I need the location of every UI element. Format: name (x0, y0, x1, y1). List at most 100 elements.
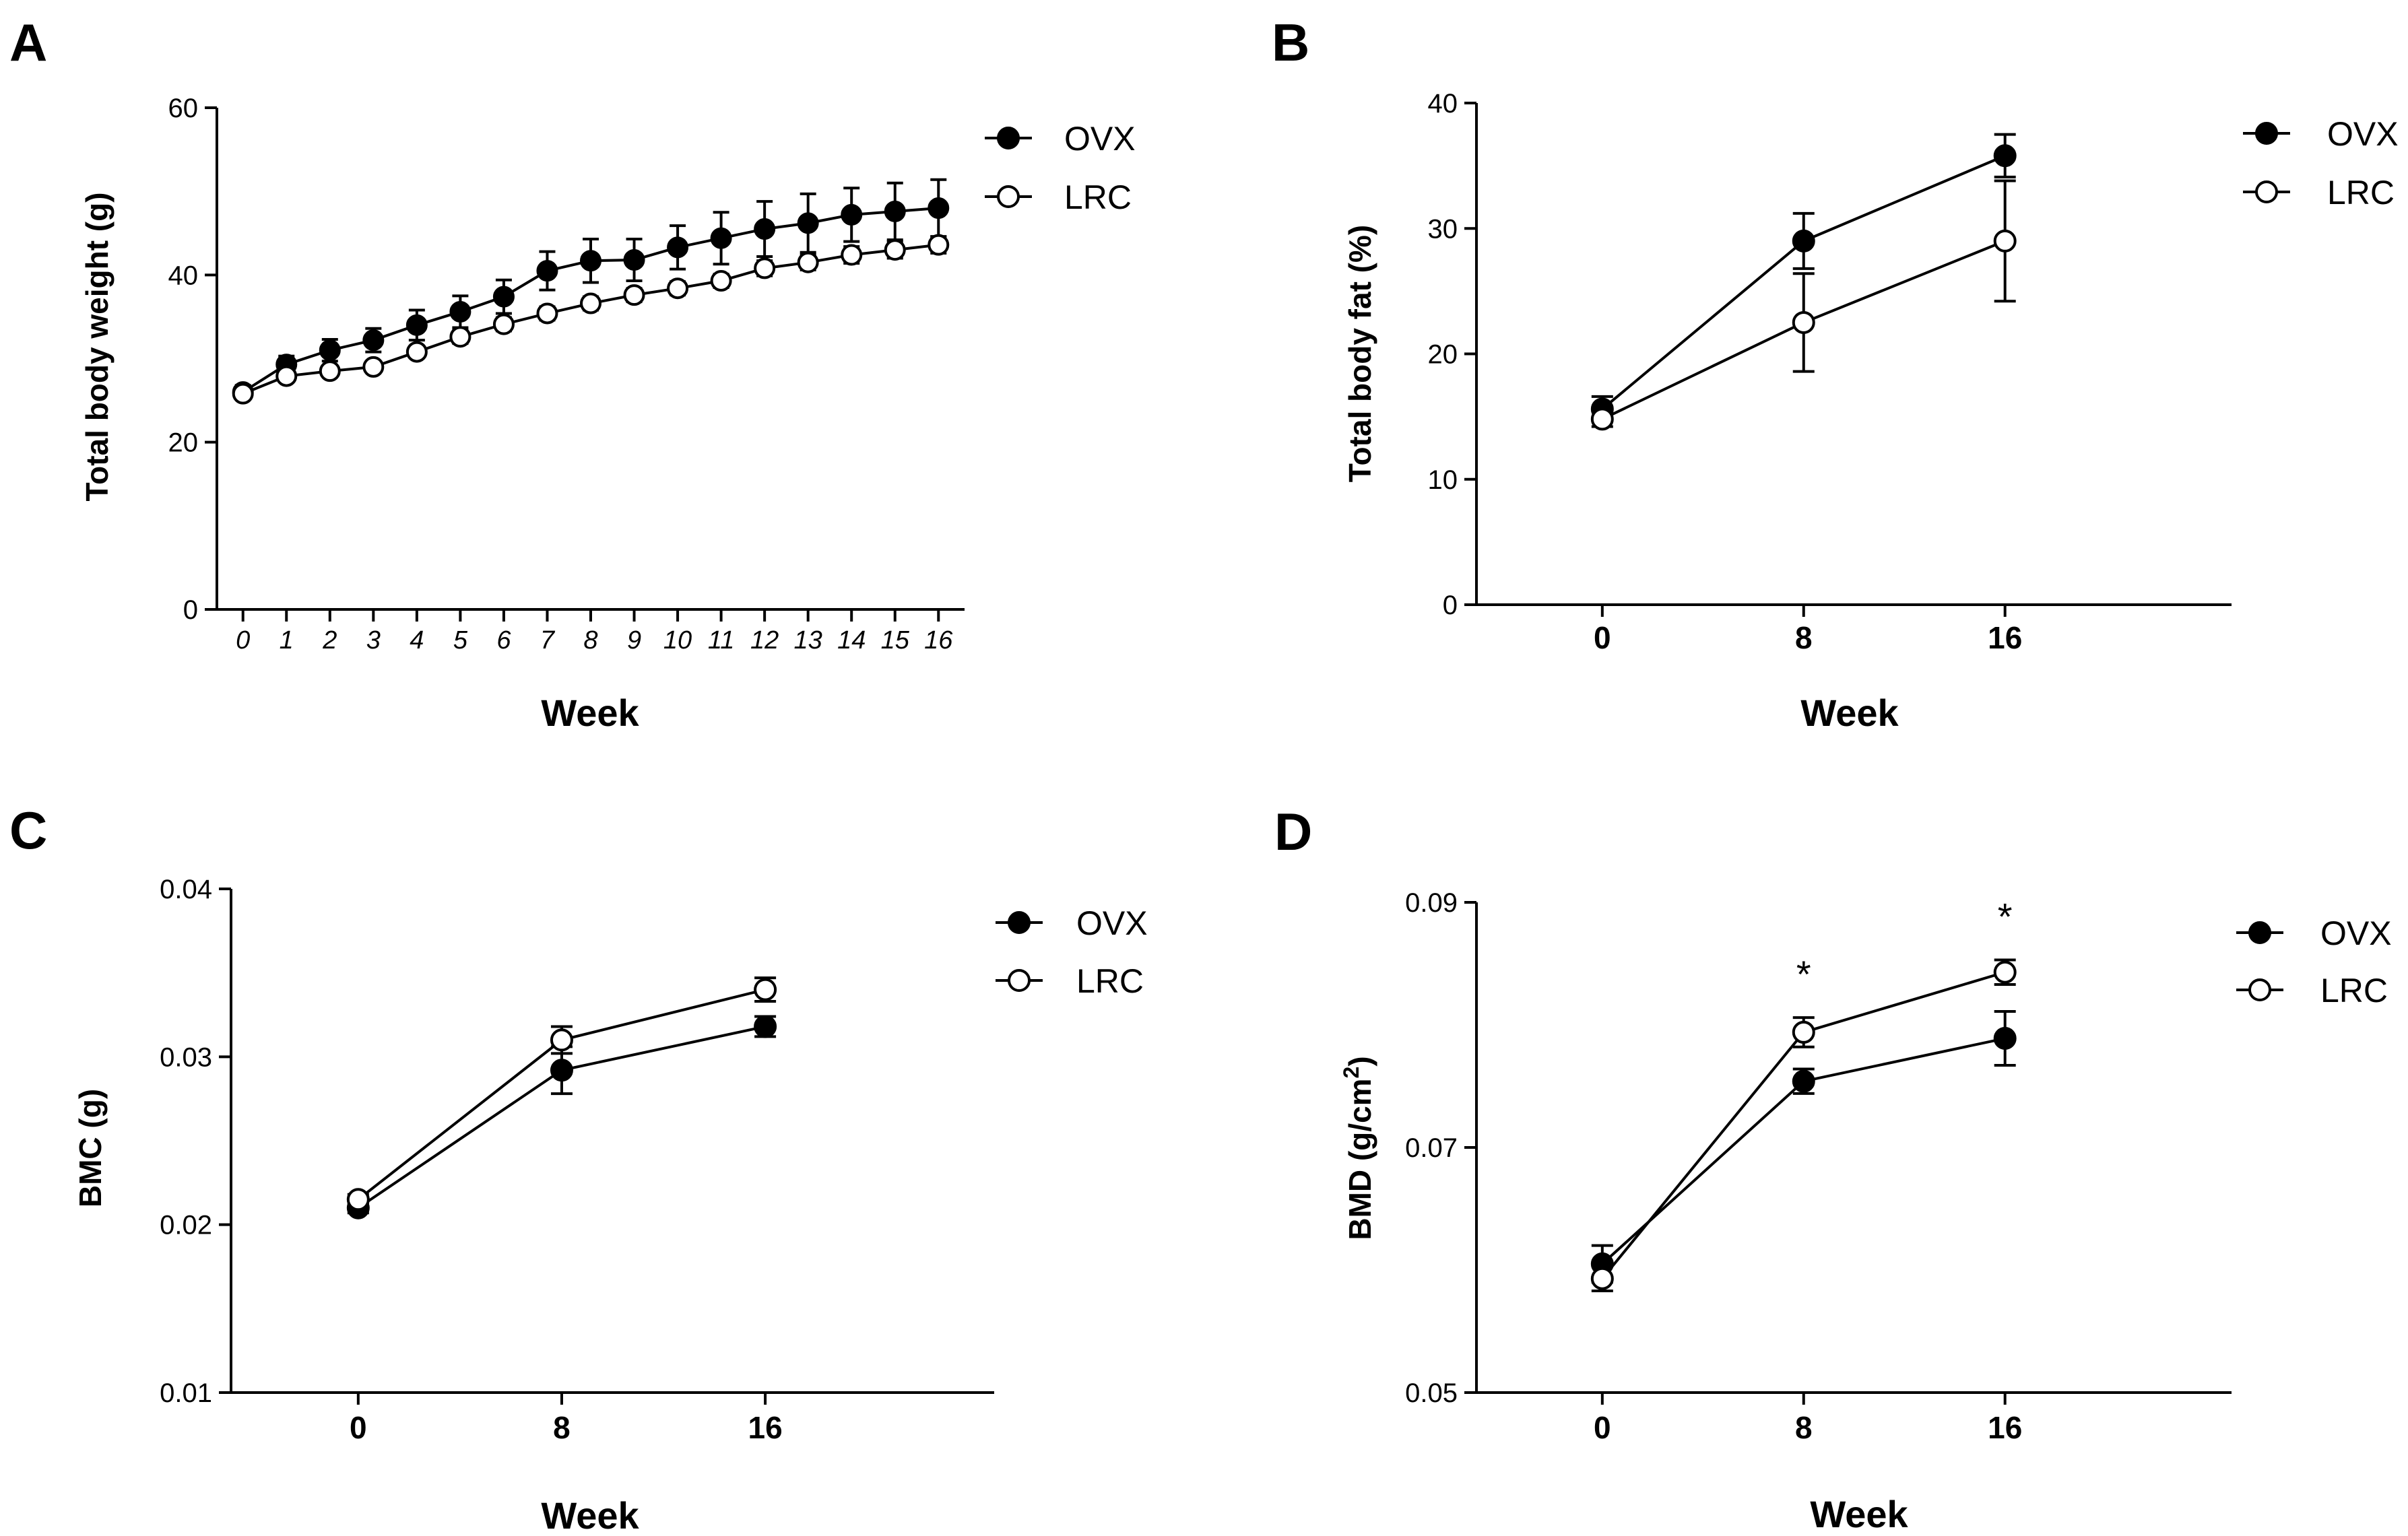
data-point-lrc-a (405, 341, 428, 363)
x-tick-label-d: 16 (1988, 1410, 2022, 1445)
x-tick-label-a: 4 (410, 626, 424, 655)
data-point-ovx-a (754, 218, 776, 240)
data-point-lrc-a (623, 284, 645, 306)
legend-b: OVX LRC (2243, 115, 2399, 211)
y-tick-label-a: 60 (168, 94, 199, 123)
data-point-lrc-c (346, 1188, 370, 1211)
data-point-lrc-a (449, 326, 471, 348)
data-point-ovx-a (667, 236, 689, 259)
y-tick-label-a: 0 (183, 595, 198, 625)
data-point-lrc-a (797, 251, 819, 273)
y-tick-label-b: 0 (1443, 591, 1458, 620)
data-point-ovx-a (449, 300, 471, 323)
panel-letter-b: B (1272, 13, 1309, 72)
x-tick-label-b: 8 (1795, 620, 1813, 655)
legend-lrc-label-a: LRC (1064, 178, 1132, 216)
data-point-ovx-a (405, 314, 428, 336)
data-point-ovx-a (928, 197, 950, 219)
legend-lrc-marker-d (2248, 978, 2271, 1001)
data-point-lrc-a (754, 257, 776, 279)
data-point-ovx-a (710, 227, 732, 249)
data-point-ovx-d (1993, 1027, 2017, 1050)
data-point-lrc-a (492, 313, 515, 335)
legend-a: OVX LRC (985, 120, 1136, 216)
data-point-lrc-a (928, 234, 950, 256)
significance-star-d: * (1998, 896, 2013, 938)
y-tick-label-d: 0.07 (1405, 1133, 1458, 1163)
y-tick-label-c: 0.02 (160, 1211, 212, 1240)
data-point-lrc-a (580, 292, 601, 314)
significance-star-d: * (1796, 953, 1811, 995)
y-tick-label-a: 40 (168, 261, 199, 290)
data-point-lrc-d (1590, 1267, 1614, 1290)
data-point-lrc-b (1993, 229, 2017, 253)
data-point-ovx-c (754, 1015, 777, 1038)
data-point-lrc-a (275, 365, 298, 387)
data-point-ovx-a (841, 203, 863, 226)
x-tick-label-a: 10 (663, 626, 692, 655)
legend-lrc-marker-b (2255, 180, 2278, 203)
panel-letter-c: C (9, 801, 47, 860)
y-axis-title-c: BMC (g) (73, 1089, 108, 1207)
y-tick-label-c: 0.04 (160, 875, 212, 904)
x-tick-label-b: 16 (1988, 620, 2022, 655)
legend-lrc-label-c: LRC (1076, 962, 1144, 1000)
panel-c: C BMC (g) Week OVX LRC 0.010.020.030.040… (9, 801, 1148, 1536)
x-tick-label-a: 0 (236, 626, 250, 655)
data-point-ovx-d (1792, 1069, 1815, 1093)
legend-ovx-marker-c (1008, 911, 1031, 934)
data-point-lrc-c (754, 978, 777, 1001)
panel-b: B Total body fat (%) Week OVX LRC 0 10 20 3… (1272, 13, 2399, 734)
legend-ovx-label-c: OVX (1076, 904, 1148, 942)
y-tick-label-d: 0.09 (1405, 888, 1458, 918)
x-axis-title-c: Week (541, 1494, 639, 1536)
y-axis-title-d-main: BMD (g/cm (1342, 1078, 1377, 1240)
data-point-lrc-a (841, 244, 863, 266)
x-tick-label-c: 16 (748, 1410, 783, 1445)
legend-lrc-marker-c (1008, 969, 1031, 992)
y-tick-label-c: 0.03 (160, 1042, 212, 1072)
y-tick-label-b: 40 (1428, 89, 1458, 119)
data-point-ovx-a (623, 248, 645, 271)
data-point-lrc-d (1993, 960, 2017, 984)
legend-ovx-label-a: OVX (1064, 120, 1136, 158)
x-tick-label-a: 13 (794, 626, 822, 655)
data-point-lrc-d (1792, 1020, 1815, 1044)
x-tick-label-a: 1 (280, 626, 294, 655)
x-tick-label-a: 12 (750, 626, 779, 655)
panel-d: D BMD (g/cm2) Week OVX LRC 0.050.070.090… (1274, 802, 2392, 1535)
x-tick-label-c: 8 (553, 1410, 571, 1445)
data-point-ovx-c (550, 1059, 573, 1082)
legend-lrc-label-d: LRC (2320, 972, 2388, 1009)
x-tick-label-a: 11 (708, 626, 734, 655)
panel-letter-d: D (1274, 802, 1312, 861)
y-tick-label-d: 0.05 (1405, 1378, 1458, 1408)
data-point-ovx-a (536, 260, 558, 282)
legend-d: OVX LRC (2236, 914, 2392, 1009)
y-axis-title-a: Total body weight (g) (79, 192, 115, 501)
x-axis-title-d: Week (1810, 1493, 1908, 1535)
legend-ovx-marker-b (2255, 122, 2278, 145)
x-tick-label-a: 16 (924, 626, 953, 655)
legend-lrc-marker-a (997, 185, 1020, 208)
data-point-lrc-a (667, 277, 689, 300)
data-point-lrc-a (232, 382, 254, 405)
data-point-ovx-b (1792, 229, 1815, 253)
x-tick-label-c: 0 (350, 1410, 367, 1445)
x-axis-title-a: Week (541, 692, 639, 734)
legend-ovx-label-d: OVX (2320, 914, 2392, 952)
x-tick-label-a: 15 (881, 626, 910, 655)
data-point-ovx-a (319, 339, 341, 362)
plot-area-d: 0.05 0.07 0.09 0 8 16 * * (1405, 888, 2232, 1445)
x-tick-label-a: 3 (366, 626, 381, 655)
y-axis-title-d-superscript: 2 (1339, 1067, 1363, 1079)
y-axis-title-b: Total body fat (%) (1342, 225, 1377, 482)
x-tick-label-a: 9 (627, 626, 641, 655)
data-point-lrc-b (1792, 310, 1815, 334)
x-axis-title-b: Week (1800, 692, 1899, 734)
data-point-ovx-a (362, 329, 385, 352)
data-point-ovx-a (797, 212, 819, 234)
x-tick-label-a: 8 (583, 626, 597, 655)
